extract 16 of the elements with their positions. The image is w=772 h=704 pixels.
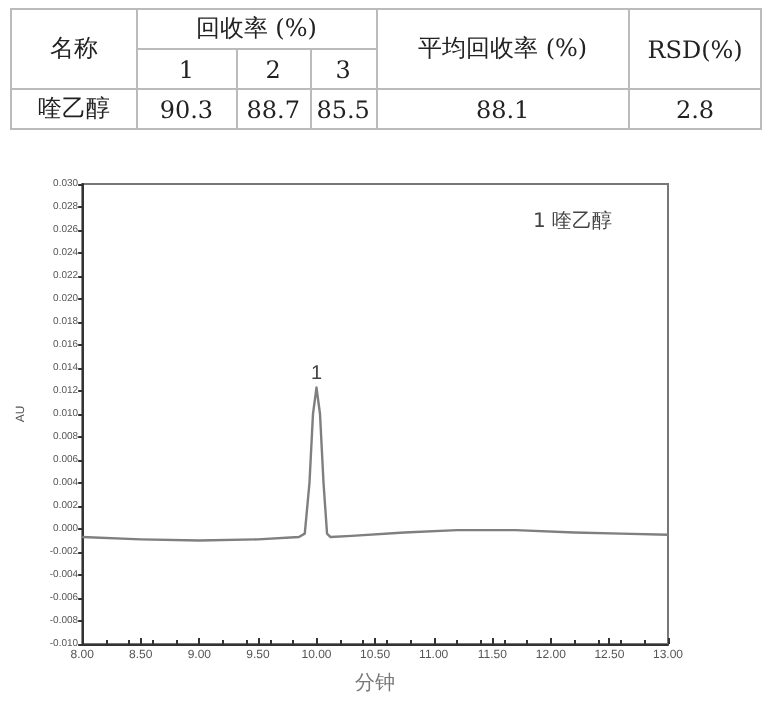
text: 88.1 <box>376 89 630 129</box>
text: RSD(%) <box>629 9 761 89</box>
text: 90.3 <box>136 89 237 129</box>
text: 85.5 <box>310 89 377 129</box>
text: 88.7 <box>236 89 311 129</box>
text: 2.8 <box>629 89 761 129</box>
text: 平均回收率 (%) <box>376 9 630 89</box>
text: 2 <box>236 49 311 89</box>
text: 3 <box>310 49 377 89</box>
text: 名称 <box>11 9 137 89</box>
annotation: 1 <box>310 362 323 385</box>
text: 1 <box>136 49 237 89</box>
text: 回收率 (%) <box>136 9 377 49</box>
x-axis-title: 分钟 <box>355 671 396 695</box>
annotation: 1 喹乙醇 <box>532 209 613 233</box>
text: 喹乙醇 <box>11 89 137 129</box>
